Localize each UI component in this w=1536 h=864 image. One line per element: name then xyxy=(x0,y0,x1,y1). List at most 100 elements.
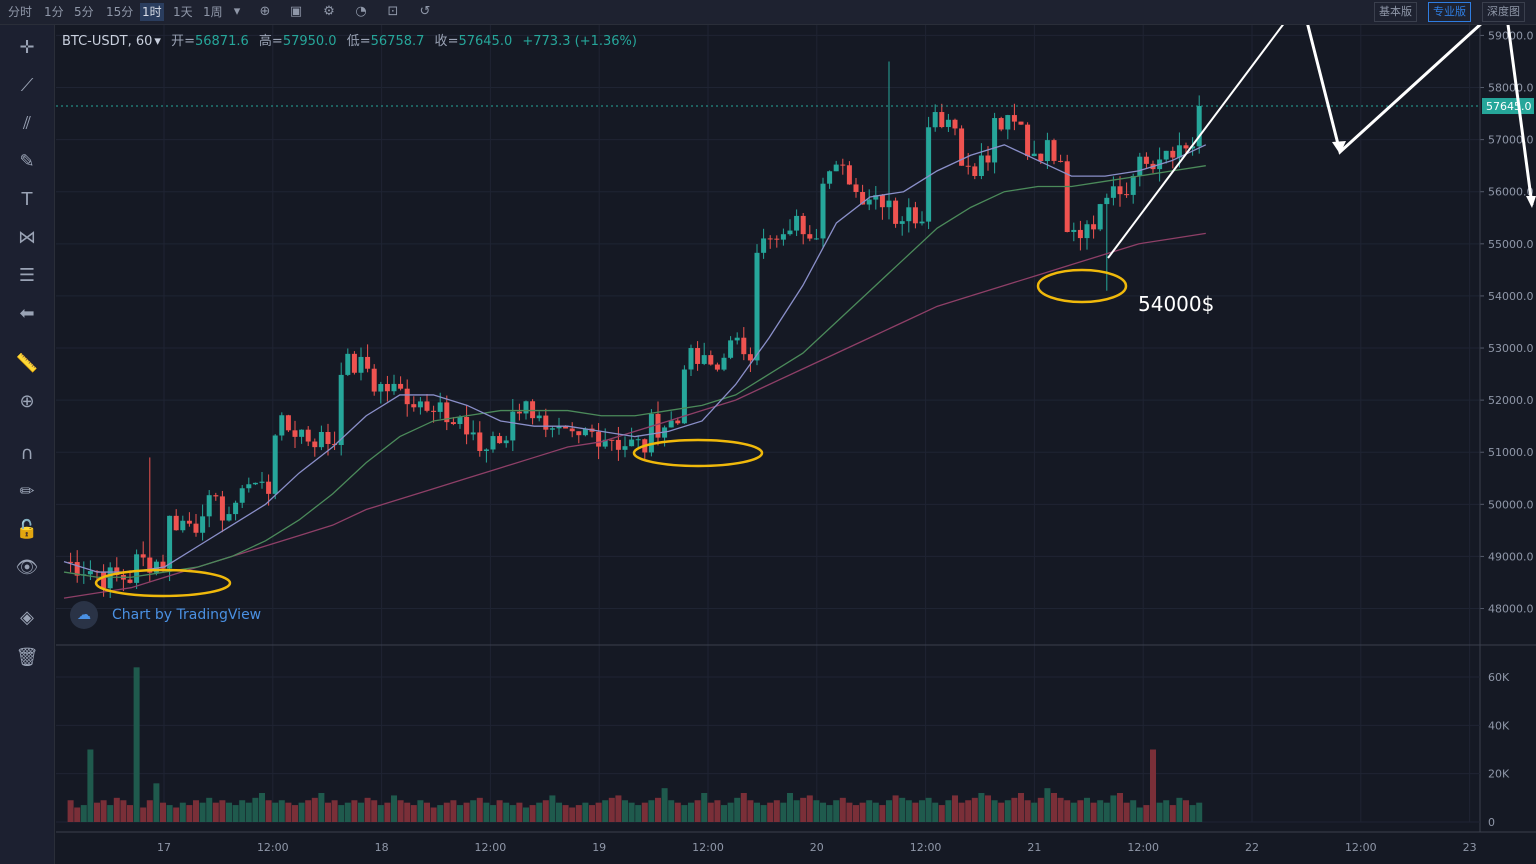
volume-bar xyxy=(562,805,569,822)
candle-body xyxy=(464,416,470,435)
depth-chart-button[interactable]: 深度图 xyxy=(1482,2,1525,22)
volume-bar xyxy=(94,802,100,822)
back-arrow-icon[interactable]: ⬅ xyxy=(19,303,35,324)
candle-body xyxy=(1058,160,1064,162)
eye-icon[interactable]: 👁 xyxy=(15,557,39,578)
volume-bar xyxy=(1051,793,1057,822)
volume-bar xyxy=(358,802,364,822)
ruler-icon[interactable]: 📏 xyxy=(15,353,39,374)
candle-body xyxy=(833,164,839,172)
volume-bar xyxy=(1024,800,1031,822)
candle-body xyxy=(972,166,978,176)
brush-icon[interactable]: ✎ xyxy=(19,151,35,172)
candle-body xyxy=(358,356,364,373)
volume-bar xyxy=(536,802,543,822)
crosshair-icon[interactable]: ✛ xyxy=(19,37,35,58)
volume-bar xyxy=(787,793,793,822)
candle-body xyxy=(998,118,1004,130)
chevron-down-icon[interactable]: ▾ xyxy=(233,4,241,19)
candle-body xyxy=(470,432,476,435)
candle-body xyxy=(1044,140,1050,162)
volume-bar xyxy=(1070,802,1077,822)
trend-line-icon[interactable]: ⟋ xyxy=(20,75,34,96)
magnet-icon[interactable]: ∩ xyxy=(20,443,34,464)
timeframe-1h[interactable]: 1时 xyxy=(140,3,164,21)
candle-body xyxy=(873,195,879,200)
candle-body xyxy=(391,383,397,392)
volume-bar xyxy=(146,800,153,822)
volume-bar xyxy=(833,800,840,822)
chevron-down-icon[interactable]: ▾ xyxy=(154,34,161,49)
replay-icon[interactable]: ◔ xyxy=(355,4,367,19)
volume-bar xyxy=(767,802,774,822)
candle-body xyxy=(450,422,456,425)
zoom-icon[interactable]: ⊕ xyxy=(19,391,35,412)
volume-bar xyxy=(285,802,292,822)
reset-icon[interactable]: ↺ xyxy=(419,4,431,19)
candle-body xyxy=(860,191,866,205)
chart-type-icon[interactable]: ▣ xyxy=(289,4,303,19)
version-pro-button[interactable]: 专业版 xyxy=(1428,2,1471,22)
candle-body xyxy=(510,411,516,441)
candle-body xyxy=(668,420,674,428)
pattern-icon[interactable]: ⋈ xyxy=(18,227,36,248)
candle-body xyxy=(345,353,351,375)
candle-body xyxy=(635,439,641,441)
timeframe-15min[interactable]: 15分 xyxy=(106,5,134,19)
volume-bar xyxy=(265,800,272,822)
volume-bar xyxy=(173,807,180,822)
volume-bar xyxy=(186,805,193,822)
fib-tool-icon[interactable]: ⫽ xyxy=(22,113,32,134)
lock-icon[interactable]: 🔓 xyxy=(15,519,39,540)
symbol-label[interactable]: BTC-USDT, 60 xyxy=(62,34,153,49)
screenshot-icon[interactable]: ⊡ xyxy=(387,4,399,19)
volume-bar xyxy=(707,802,714,822)
volume-bar xyxy=(846,802,853,822)
volume-bar xyxy=(905,800,912,822)
timeframe-5min[interactable]: 5分 xyxy=(74,5,94,19)
add-indicator-icon[interactable]: ⊕ xyxy=(259,4,271,19)
timeframe-1min[interactable]: 1分 xyxy=(44,5,64,19)
candle-body xyxy=(1196,106,1202,147)
volume-bar xyxy=(1156,802,1163,822)
candle-body xyxy=(827,171,833,184)
layers-icon[interactable]: ◈ xyxy=(20,607,34,628)
volume-bar xyxy=(655,797,661,822)
candle-body xyxy=(939,112,945,128)
volume-bar xyxy=(120,800,127,822)
ma-fast-line xyxy=(63,144,1207,573)
candle-body xyxy=(714,364,720,370)
timeframe-1d[interactable]: 1天 xyxy=(173,5,193,19)
low-value: 56758.7 xyxy=(370,34,425,49)
timeframe-1w[interactable]: 1周 xyxy=(203,5,223,19)
volume-bar xyxy=(1136,807,1143,822)
volume-bar xyxy=(397,800,404,822)
candle-body xyxy=(285,415,291,431)
candle-body xyxy=(173,515,179,531)
candle-body xyxy=(1031,153,1037,157)
tradingview-watermark[interactable]: ☁ Chart by TradingView xyxy=(70,601,261,629)
top-toolbar: 分时 1分 5分 15分 1时 1天 1周 ▾ ⊕ ▣ ⚙ ◔ ⊡ ↺ 基本版 … xyxy=(0,0,1536,25)
annotation-price-label: 54000$ xyxy=(1138,292,1214,316)
candle-body xyxy=(959,128,965,166)
volume-bar xyxy=(628,802,635,822)
timeframe-fenshi[interactable]: 分时 xyxy=(8,5,33,19)
candle-body xyxy=(846,165,852,185)
trash-icon[interactable]: 🗑 xyxy=(15,647,39,668)
text-icon[interactable]: T xyxy=(21,189,33,210)
version-basic-button[interactable]: 基本版 xyxy=(1374,2,1417,22)
volume-bar xyxy=(1018,793,1024,822)
lock-drawing-icon[interactable]: ✏ xyxy=(19,481,35,502)
candle-body xyxy=(101,571,107,589)
volume-bar xyxy=(622,800,628,822)
volume-bar xyxy=(754,802,760,822)
volume-bar xyxy=(595,802,602,822)
settings-icon[interactable]: ⚙ xyxy=(323,4,335,19)
volume-bar xyxy=(1090,802,1097,822)
volume-bar xyxy=(681,805,688,822)
candles xyxy=(68,61,1202,599)
prediction-icon[interactable]: ☰ xyxy=(18,265,36,286)
candle-body xyxy=(1011,115,1017,122)
volume-bar xyxy=(998,802,1005,822)
